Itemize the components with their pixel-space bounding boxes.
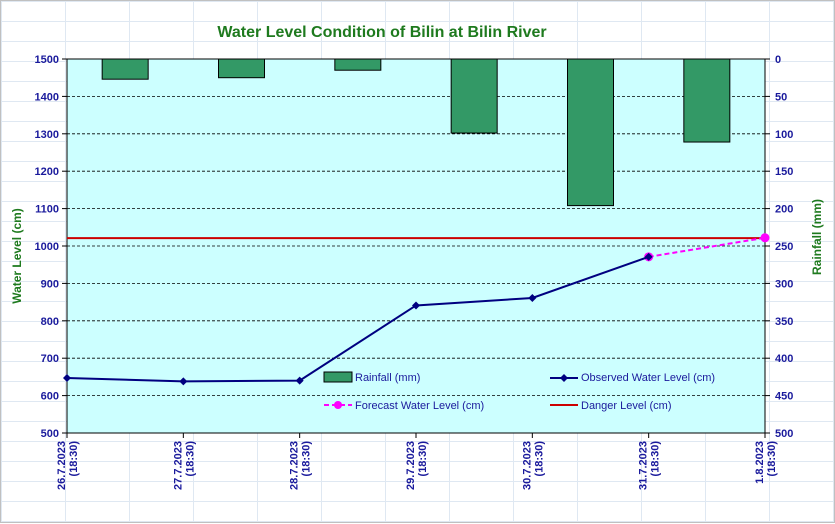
observed-point [63,374,71,383]
rainfall-bar [683,58,731,143]
y-axis-left-title: Water Level (cm) [10,208,24,304]
x-tick-label-time: (18:30) [650,441,662,477]
y-right-tick-label: 500 [775,428,793,440]
y-axis-right-title: Rainfall (mm) [810,199,824,275]
x-tick-label-date: 27.7.2023 [172,441,184,490]
legend-observed-marker [560,374,568,382]
x-tick-label-date: 30.7.2023 [521,441,533,490]
x-tick-label-time: (18:30) [417,441,429,477]
y-right-tick-label: 150 [775,166,793,178]
x-tick-label: 29.7.2023(18:30) [405,441,429,490]
rainfall-bar [101,58,149,80]
legend: Rainfall (mm) Observed Water Level (cm) … [323,371,715,412]
x-tick-label-date: 31.7.2023 [638,441,650,490]
y-left-tick-label: 700 [41,353,59,365]
observed-point [412,301,420,310]
y-left-tick-label: 800 [41,316,59,328]
forecast-point [760,233,770,243]
y-right-tick-label: 0 [775,54,781,66]
y-left-tick-label: 1100 [35,204,59,216]
x-tick-label-date: 1.8.2023 [754,441,766,484]
legend-observed-label: Observed Water Level (cm) [581,372,715,384]
rainfall-bar [567,58,614,207]
y-right-tick-label: 250 [775,241,793,253]
x-tick-label-time: (18:30) [301,441,313,477]
y-right-tick-label: 400 [775,353,793,365]
x-tick-label: 27.7.2023(18:30) [172,441,196,490]
x-tick-label: 31.7.2023(18:30) [638,441,662,490]
x-tick-label-date: 29.7.2023 [405,441,417,490]
y-left-tick-label: 1000 [35,241,59,253]
x-tick-label-time: (18:30) [68,441,80,477]
legend-forecast-marker [334,401,342,409]
x-tick-label: 28.7.2023(18:30) [289,441,313,490]
observed-point [528,293,537,302]
observed-point [179,377,188,386]
rainfall-bar [218,58,265,79]
plot-area: 500 600 700 800 900 1000 1100 1200 1300 1400 1500 0… [35,54,794,490]
y-right-tick-label: 200 [775,204,793,216]
y-left-tick-label: 500 [41,428,59,440]
y-left-tick-label: 1500 [35,54,59,66]
y-right-tick-label: 100 [775,129,793,141]
y-left-tick-label: 600 [41,391,59,403]
y-right-tick-label: 50 [775,91,787,103]
chart-title: Water Level Condition of Bilin at Bilin … [217,24,546,41]
y-right-tick-label: 450 [775,391,793,403]
y-left-tick-label: 1300 [35,129,59,141]
x-tick-label-time: (18:30) [184,441,196,477]
x-tick-label: 30.7.2023(18:30) [521,441,545,490]
x-tick-label: 26.7.2023(18:30) [56,441,80,490]
y-left-tick-label: 1200 [35,166,59,178]
y-left-tick-label: 900 [41,278,59,290]
legend-forecast-label: Forecast Water Level (cm) [355,400,484,412]
x-tick-label-date: 28.7.2023 [289,441,301,490]
y-right-tick-label: 350 [775,316,793,328]
x-tick-label-time: (18:30) [533,441,545,477]
x-tick-label-date: 26.7.2023 [56,441,68,490]
y-right-tick-label: 300 [775,278,793,290]
rainfall-bar [334,58,382,71]
forecast-line [648,236,766,258]
rainfall-bar [450,58,498,134]
legend-rainfall-label: Rainfall (mm) [355,372,420,384]
x-tick-label: 1.8.2023(18:30) [754,441,778,484]
y-left-tick-label: 1400 [35,91,59,103]
observed-line [66,255,650,383]
legend-rainfall-swatch [323,371,353,383]
observed-point [295,376,304,385]
legend-danger-label: Danger Level (cm) [581,400,671,412]
x-tick-label-time: (18:30) [766,441,778,477]
observed-point [644,252,653,261]
